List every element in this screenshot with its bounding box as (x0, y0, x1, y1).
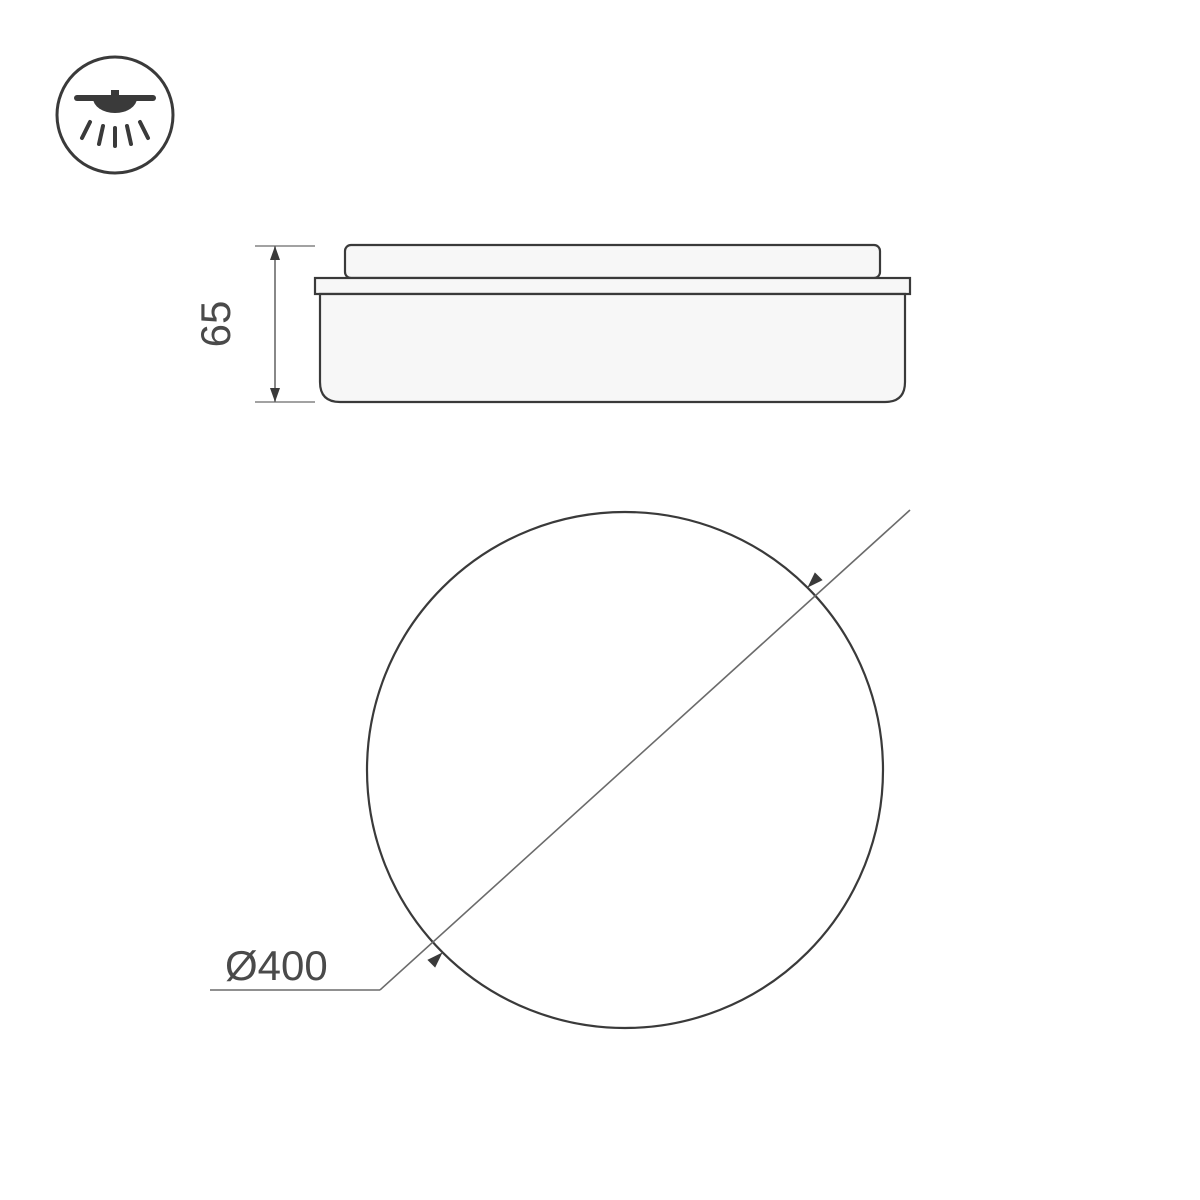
technical-drawing: 65 Ø400 (0, 0, 1200, 1200)
dimension-height-label: 65 (192, 301, 239, 348)
dimension-diameter-label: Ø400 (225, 942, 328, 989)
plan-view: Ø400 (210, 510, 910, 1028)
product-type-icon (57, 57, 173, 173)
side-elevation: 65 (192, 245, 910, 402)
